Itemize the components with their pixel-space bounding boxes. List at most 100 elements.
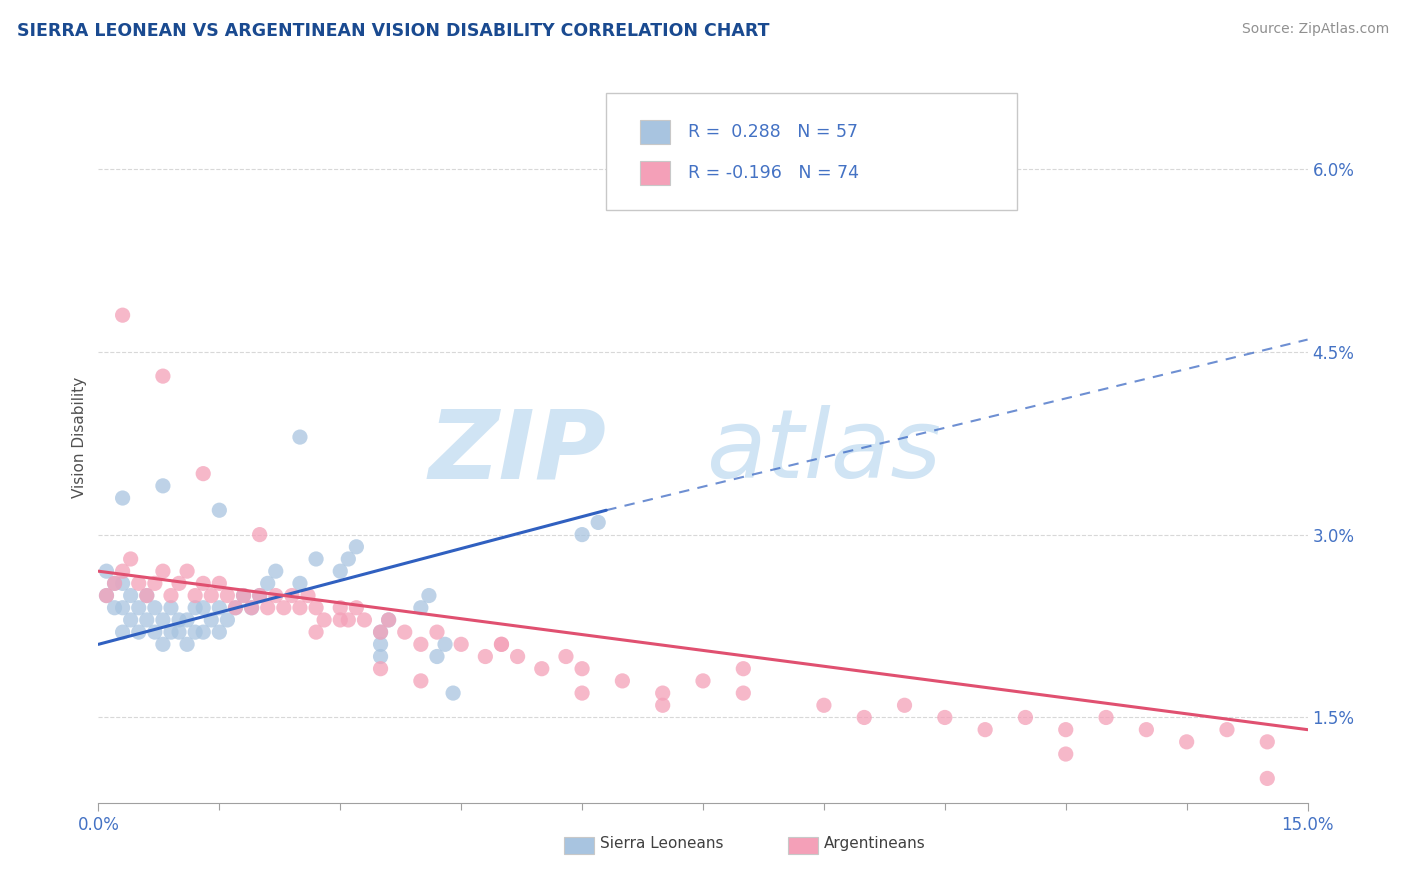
Bar (640, 161, 671, 185)
Point (232, 589, 254, 603)
Point (120, 613, 142, 627)
Text: SIERRA LEONEAN VS ARGENTINEAN VISION DISABILITY CORRELATION CHART: SIERRA LEONEAN VS ARGENTINEAN VISION DIS… (17, 22, 769, 40)
Point (96, 589, 118, 603)
Point (200, 589, 222, 603)
Point (813, 698, 835, 713)
Text: ZIP: ZIP (429, 405, 606, 499)
Point (934, 710, 956, 724)
Point (305, 552, 328, 566)
Point (240, 600, 263, 615)
Point (571, 662, 593, 676)
Text: R =  0.288   N = 57: R = 0.288 N = 57 (689, 123, 859, 141)
Point (1054, 723, 1077, 737)
Point (152, 564, 174, 578)
Point (160, 600, 183, 615)
Point (103, 600, 125, 615)
Point (974, 723, 997, 737)
Point (288, 576, 311, 591)
Point (409, 600, 432, 615)
Text: atlas: atlas (706, 405, 942, 499)
Point (1256, 772, 1278, 786)
Point (370, 637, 392, 651)
Point (273, 600, 295, 615)
Point (353, 613, 375, 627)
Point (491, 637, 513, 651)
Point (184, 600, 207, 615)
Point (1054, 747, 1077, 761)
Point (297, 589, 319, 603)
Point (152, 369, 174, 384)
Point (184, 589, 207, 603)
Point (143, 625, 166, 640)
Point (193, 467, 215, 481)
Point (281, 589, 304, 603)
Point (441, 686, 464, 700)
Text: Source: ZipAtlas.com: Source: ZipAtlas.com (1241, 22, 1389, 37)
Point (288, 430, 311, 444)
Point (103, 576, 125, 591)
Point (530, 662, 553, 676)
Point (370, 649, 392, 664)
Y-axis label: Vision Disability: Vision Disability (72, 376, 87, 498)
Point (409, 673, 432, 688)
Point (120, 552, 142, 566)
Point (217, 589, 239, 603)
Point (651, 698, 673, 713)
Point (208, 600, 231, 615)
Point (256, 576, 278, 591)
Point (571, 686, 593, 700)
Point (143, 576, 166, 591)
Point (176, 637, 198, 651)
Point (193, 600, 215, 615)
Point (249, 589, 271, 603)
Point (337, 552, 360, 566)
Point (135, 589, 157, 603)
Point (240, 600, 263, 615)
Point (491, 637, 513, 651)
Point (232, 589, 254, 603)
Point (160, 589, 183, 603)
Point (135, 589, 157, 603)
Point (208, 576, 231, 591)
Point (217, 613, 239, 627)
Point (377, 613, 399, 627)
Point (208, 625, 231, 640)
Point (152, 637, 174, 651)
Point (111, 564, 134, 578)
Point (96, 589, 118, 603)
Point (329, 600, 352, 615)
Point (370, 662, 392, 676)
Text: Argentineans: Argentineans (824, 837, 925, 851)
Point (1135, 723, 1157, 737)
Point (409, 637, 432, 651)
Bar (640, 120, 671, 144)
Point (288, 600, 311, 615)
Point (160, 625, 183, 640)
Point (651, 686, 673, 700)
Point (853, 710, 876, 724)
Point (434, 637, 457, 651)
Bar (787, 837, 818, 854)
Point (111, 625, 134, 640)
Point (394, 625, 416, 640)
Point (111, 600, 134, 615)
Point (152, 479, 174, 493)
Point (120, 589, 142, 603)
FancyBboxPatch shape (606, 94, 1018, 211)
Point (344, 540, 367, 554)
Point (344, 600, 367, 615)
Point (733, 686, 755, 700)
Point (224, 600, 246, 615)
Point (176, 564, 198, 578)
Point (370, 625, 392, 640)
Point (167, 613, 190, 627)
Point (143, 600, 166, 615)
Point (208, 503, 231, 517)
Point (135, 613, 157, 627)
Point (893, 698, 915, 713)
Point (1095, 710, 1118, 724)
Point (256, 600, 278, 615)
Point (249, 527, 271, 541)
Point (1175, 735, 1198, 749)
Point (1256, 735, 1278, 749)
